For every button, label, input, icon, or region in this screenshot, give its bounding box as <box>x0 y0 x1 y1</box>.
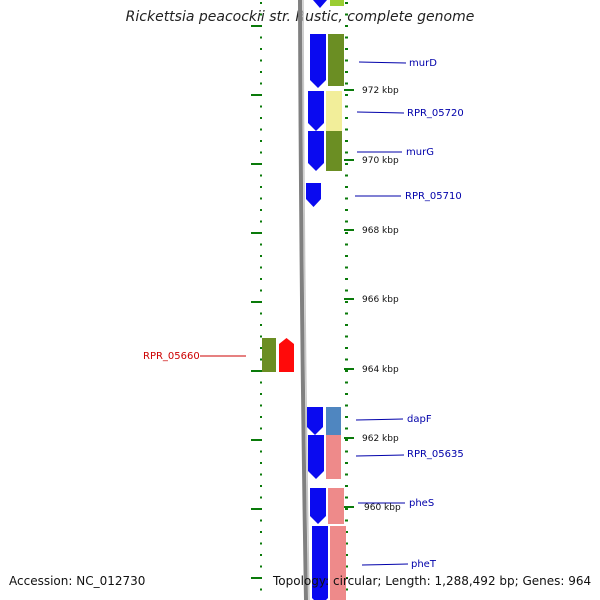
scale-label: 964 kbp <box>362 365 399 375</box>
cds-arrow-pheT <box>312 526 328 600</box>
scale-label: 968 kbp <box>362 226 399 236</box>
cog-bar-pheT <box>330 526 346 600</box>
gene-label-leader <box>355 454 405 457</box>
cds-arrow-murG <box>308 131 324 171</box>
scale-label: 970 kbp <box>362 156 399 166</box>
cds-arrow-murD <box>310 34 326 88</box>
cds-arrow-RPR_05660 <box>279 338 294 372</box>
cds-arrow-RPR_05710 <box>306 183 321 207</box>
inner-tick-ring <box>251 2 262 591</box>
scale-label: 972 kbp <box>362 86 399 96</box>
cds-arrow-dapF <box>307 407 323 435</box>
scale-label: 960 kbp <box>364 503 401 513</box>
scale-label: 966 kbp <box>362 295 399 305</box>
gene-label-RPR_05660: RPR_05660 <box>143 351 200 362</box>
cog-bar-murG <box>326 131 342 171</box>
gene-label-RPR_05720: RPR_05720 <box>407 108 464 119</box>
genome-summary: Topology: circular; Length: 1,288,492 bp… <box>273 574 592 588</box>
cds-arrow <box>313 0 327 8</box>
gene-label-leader <box>355 418 404 421</box>
outer-tick-ring <box>345 2 348 591</box>
scale-labels: 972 kbp 970 kbp 968 kbp 966 kbp 964 kbp 962 k… <box>344 86 401 513</box>
cds-arrow-RPR_05720 <box>308 91 324 131</box>
cog-bar-RPR_05720 <box>326 91 342 131</box>
cog-bar-murD <box>328 34 344 86</box>
feature-tracks <box>262 0 346 600</box>
gene-label-pheT: pheT <box>411 559 437 570</box>
cds-arrow-RPR_05635 <box>308 435 324 479</box>
gene-label-RPR_05635: RPR_05635 <box>407 449 464 460</box>
cog-bar <box>330 0 344 6</box>
cog-bar-dapF <box>326 407 341 435</box>
gene-label-murG: murG <box>406 147 434 158</box>
gene-label-murD: murD <box>409 58 437 69</box>
genome-backbone-highlight <box>302 0 310 600</box>
gene-label-leader <box>358 61 407 64</box>
feature-labels: murD RPR_05720 murG RPR_05710 RPR_05660 dapF R… <box>143 58 464 570</box>
accession-label: Accession: NC_012730 <box>9 574 146 588</box>
gene-label-leader <box>356 111 405 114</box>
cog-bar-pheS <box>328 488 344 524</box>
scale-label: 962 kbp <box>362 434 399 444</box>
cds-arrow-pheS <box>310 488 326 524</box>
gene-label-dapF: dapF <box>407 414 432 425</box>
gene-label-RPR_05710: RPR_05710 <box>405 191 462 202</box>
genome-backbone <box>298 0 308 600</box>
gene-label-leader <box>361 563 409 566</box>
cog-bar-RPR_05635 <box>326 435 341 479</box>
gene-label-pheS: pheS <box>409 498 434 509</box>
cog-bar-RPR_05660 <box>262 338 276 372</box>
